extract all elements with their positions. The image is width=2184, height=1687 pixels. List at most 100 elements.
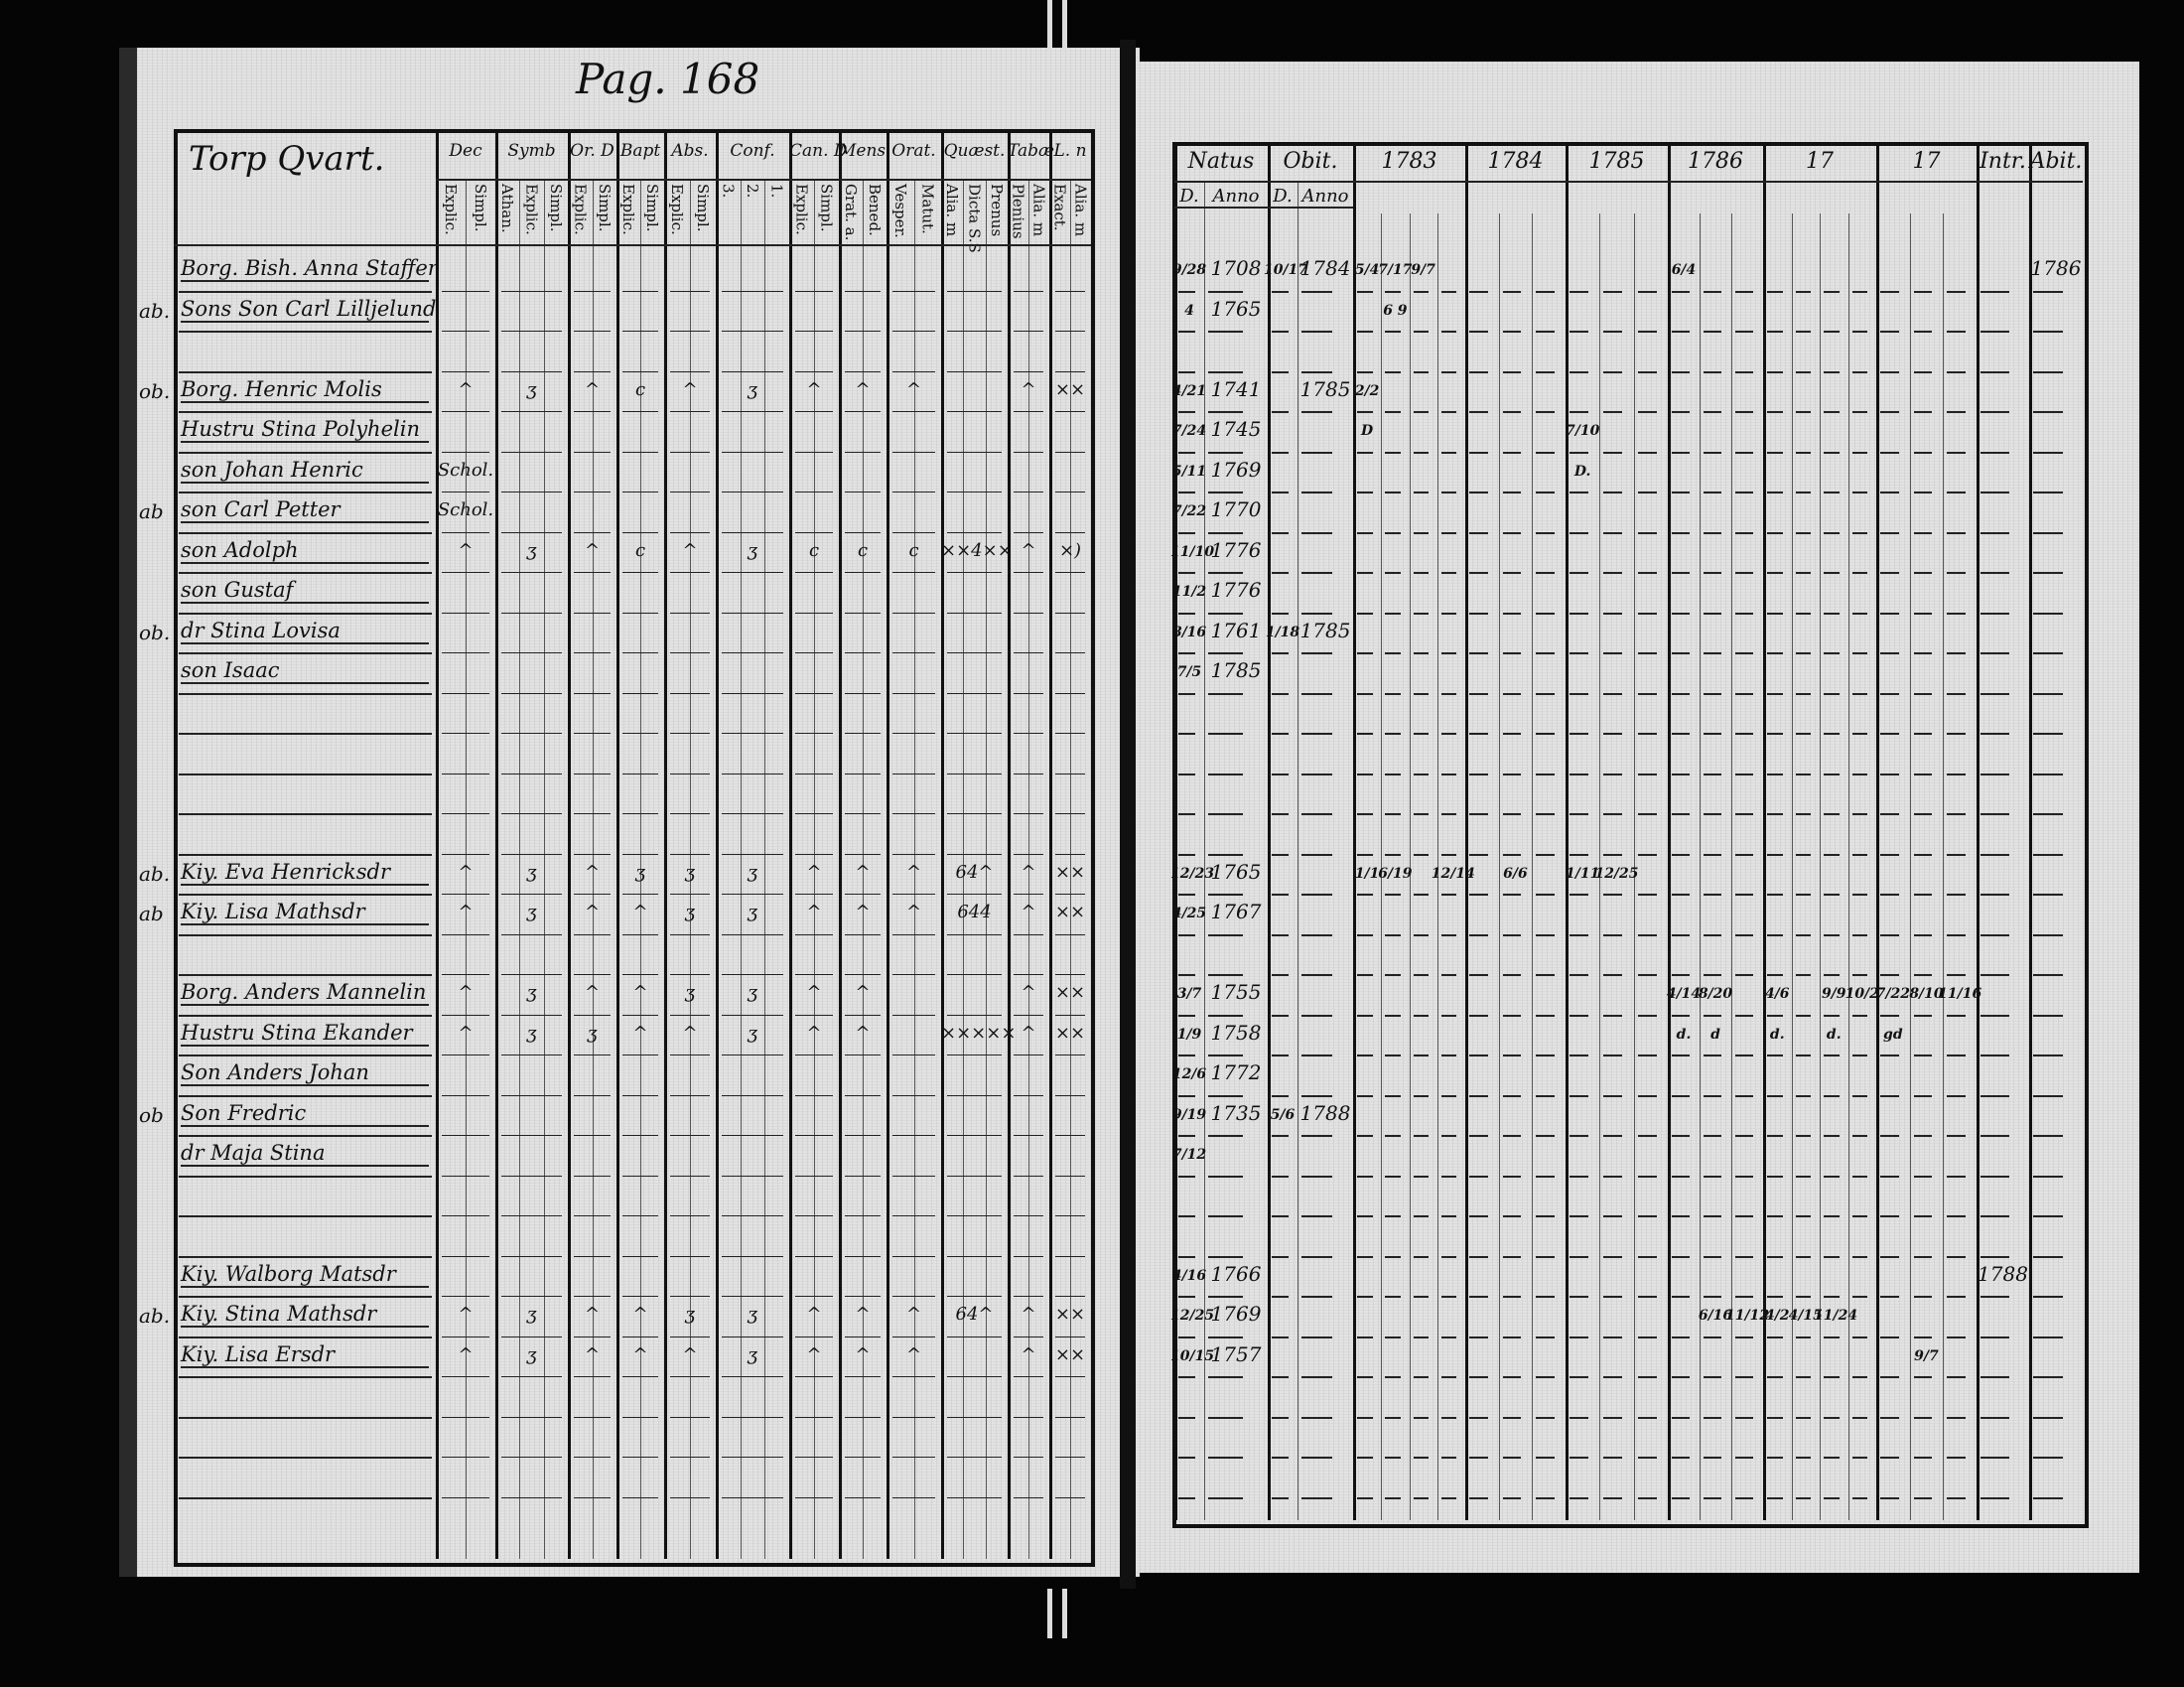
register-entry-name: Sons Son Carl Lilljelund	[181, 296, 437, 323]
row-line	[1704, 1215, 1721, 1217]
year-entry-mark: 11/16	[1938, 986, 1982, 1002]
row-line	[670, 733, 710, 734]
year-entry-mark: d.	[1676, 1026, 1692, 1043]
row-line	[1603, 331, 1623, 333]
row-line	[1208, 1496, 1244, 1499]
row-line	[442, 612, 489, 614]
row-line	[1385, 1255, 1401, 1258]
row-line	[1357, 1296, 1373, 1298]
row-line	[1880, 1416, 1899, 1419]
row-line	[1980, 492, 2010, 493]
row-line	[1880, 1215, 1899, 1217]
year-entry-mark: 5/4	[1354, 262, 1380, 278]
row-line	[442, 1054, 489, 1055]
exam-mark: ʒ	[684, 1304, 696, 1325]
row-line	[1413, 1054, 1430, 1056]
row-line	[892, 853, 935, 855]
row-line	[1851, 692, 1868, 695]
row-line	[845, 1135, 881, 1136]
left-table-frame	[174, 129, 1095, 1567]
row-line	[1469, 492, 1488, 493]
row-line	[1980, 773, 2010, 775]
row-line	[442, 331, 489, 332]
row-line	[1536, 1416, 1555, 1419]
row-line	[1502, 773, 1522, 775]
row-line	[442, 411, 489, 412]
row-line	[1880, 1296, 1899, 1298]
row-line	[1637, 370, 1657, 373]
row-line	[1385, 1336, 1401, 1338]
row-line	[795, 1255, 833, 1257]
row-line	[1469, 612, 1488, 615]
row-line	[1413, 451, 1430, 454]
row-line	[1735, 1054, 1753, 1056]
row-line	[1272, 331, 1289, 333]
row-line	[1637, 531, 1657, 534]
row-line	[1767, 331, 1783, 333]
row-line	[1947, 1135, 1966, 1137]
year-entry-mark: 12/14	[1431, 865, 1475, 882]
row-line	[947, 1296, 1002, 1297]
row-line	[1637, 290, 1657, 293]
row-line	[1603, 1416, 1623, 1419]
row-line	[1440, 1296, 1457, 1298]
subcolumn-header: 2.	[744, 184, 761, 199]
row-line	[1913, 1296, 1933, 1298]
row-line	[795, 411, 833, 412]
row-line	[1178, 531, 1195, 534]
row-line	[1536, 692, 1555, 695]
row-line	[1208, 1135, 1244, 1137]
row-line	[795, 331, 833, 332]
exam-mark: ^	[632, 1304, 648, 1325]
year-entry-mark: 6/19	[1378, 865, 1413, 882]
row-line	[1672, 1336, 1690, 1338]
row-line	[1603, 652, 1623, 654]
row-line	[1413, 1336, 1430, 1338]
row-line	[1014, 531, 1043, 533]
exam-mark: Schol.	[437, 499, 494, 520]
exam-mark: ^	[806, 378, 822, 400]
exam-mark: ^	[905, 1304, 922, 1325]
exam-mark: 64^	[955, 1304, 994, 1325]
row-line	[845, 974, 881, 975]
subcolumn-divider	[1791, 213, 1793, 1520]
row-line	[795, 1296, 833, 1297]
row-line	[1795, 853, 1812, 856]
year-entry-mark: 4/14	[1666, 986, 1702, 1002]
row-line	[1947, 1014, 1966, 1017]
row-line	[892, 933, 935, 935]
column-divider	[1566, 142, 1569, 1520]
row-line	[1980, 1336, 2010, 1338]
row-line	[1208, 652, 1244, 654]
row-line	[1824, 773, 1840, 775]
column-group-header: 17	[1912, 149, 1941, 174]
row-line	[1178, 1376, 1195, 1378]
row-line	[892, 1336, 935, 1337]
row-line	[1824, 1416, 1840, 1419]
row-line	[1570, 1135, 1588, 1137]
register-entry-name: Borg. Henric Molis	[181, 377, 429, 403]
exam-mark: ^	[458, 378, 474, 400]
row-line	[2033, 331, 2063, 333]
margin-note: ab	[139, 902, 164, 925]
exam-mark: ×)	[1058, 539, 1082, 561]
row-line	[1178, 1054, 1195, 1056]
exam-mark: ^	[855, 1343, 871, 1365]
birth-day: 10/15	[1170, 1347, 1215, 1364]
row-line	[1385, 1054, 1401, 1056]
row-line	[1536, 531, 1555, 534]
row-line	[1357, 1175, 1373, 1178]
row-line	[947, 813, 1002, 814]
row-line	[1880, 1255, 1899, 1258]
row-line	[1570, 451, 1588, 454]
register-entry-name: dr Stina Lovisa	[181, 619, 429, 644]
row-line	[1672, 692, 1690, 695]
row-line	[670, 853, 710, 855]
row-line	[574, 290, 611, 292]
row-line	[1980, 1496, 2010, 1499]
birth-year: 1766	[1210, 1261, 1262, 1286]
row-line	[722, 652, 783, 653]
row-line	[1301, 1457, 1332, 1459]
row-line	[670, 652, 710, 653]
row-line	[1947, 411, 1966, 413]
